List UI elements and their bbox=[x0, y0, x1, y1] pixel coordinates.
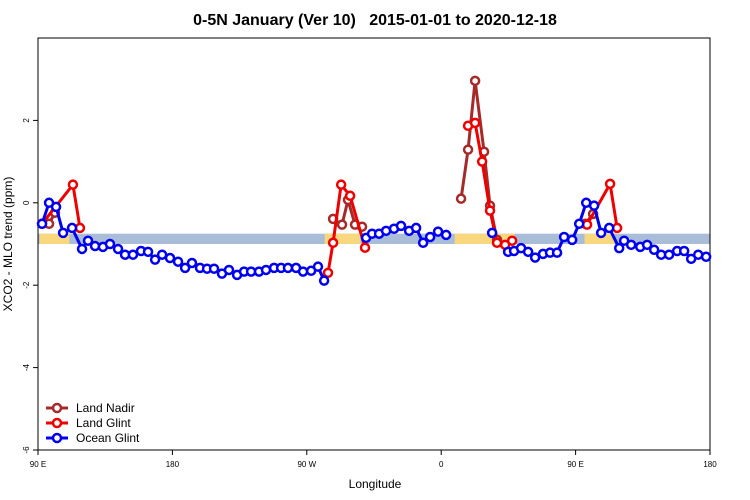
x-tick-label: 90 E bbox=[567, 460, 583, 469]
land-band bbox=[39, 233, 70, 244]
series-point bbox=[573, 218, 585, 230]
series-point bbox=[142, 246, 154, 258]
series-point bbox=[410, 222, 422, 234]
legend-marker bbox=[51, 417, 63, 429]
series-point bbox=[417, 237, 429, 249]
plot-frame bbox=[37, 37, 711, 451]
series-point bbox=[484, 205, 496, 216]
series-point bbox=[595, 227, 607, 239]
y-tick-label: -6 bbox=[22, 446, 31, 454]
x-tick-label: 90 W bbox=[297, 460, 316, 469]
series-point bbox=[344, 190, 356, 202]
series-point bbox=[424, 231, 436, 243]
series-point bbox=[440, 229, 452, 241]
series-point bbox=[522, 246, 534, 258]
series-point bbox=[359, 242, 371, 253]
series-point bbox=[186, 257, 198, 269]
y-tick-label: -2 bbox=[22, 281, 31, 289]
series-point bbox=[57, 227, 69, 239]
x-tick-label: 90 E bbox=[30, 460, 46, 469]
series-point bbox=[208, 263, 220, 274]
series-point bbox=[36, 218, 48, 230]
x-tick-label: 180 bbox=[166, 460, 180, 469]
y-tick-label: 2 bbox=[22, 118, 31, 123]
series-point bbox=[312, 261, 324, 272]
legend-label: Ocean Glint bbox=[76, 431, 140, 445]
series-point bbox=[641, 239, 653, 251]
ocean-band bbox=[38, 233, 710, 244]
chart-title: 0-5N January (Ver 10) 2015-01-01 to 2020… bbox=[193, 12, 557, 29]
series-point bbox=[112, 243, 124, 255]
series-point bbox=[318, 275, 330, 286]
series-point bbox=[336, 219, 348, 230]
series-point bbox=[50, 201, 62, 213]
x-axis-label: Longitude bbox=[349, 477, 402, 491]
series-point bbox=[491, 237, 503, 249]
series-point bbox=[506, 235, 518, 246]
land-band bbox=[324, 233, 361, 244]
series-point bbox=[223, 264, 235, 276]
series-point bbox=[469, 75, 481, 87]
series-point bbox=[700, 251, 712, 263]
series-point bbox=[260, 264, 272, 276]
series-point bbox=[529, 252, 541, 263]
x-tick-label: 0 bbox=[439, 460, 444, 469]
series-point bbox=[663, 249, 675, 260]
series-point bbox=[648, 244, 660, 256]
series-point bbox=[476, 156, 488, 167]
series-point bbox=[297, 266, 309, 277]
series-point bbox=[127, 249, 139, 260]
series-point bbox=[625, 239, 637, 251]
series-point bbox=[172, 256, 184, 267]
series-point bbox=[149, 254, 161, 265]
series-point bbox=[455, 193, 467, 204]
series-point bbox=[604, 178, 616, 190]
land-band bbox=[584, 233, 615, 244]
series-point bbox=[164, 252, 176, 264]
series-point bbox=[395, 220, 407, 232]
land-band bbox=[454, 233, 515, 244]
series-point bbox=[486, 227, 498, 239]
series-point bbox=[179, 262, 191, 274]
series-point bbox=[67, 179, 79, 190]
series-point bbox=[282, 262, 294, 274]
y-axis-label: XCO2 - MLO trend (ppm) bbox=[1, 177, 15, 312]
series-point bbox=[322, 267, 334, 279]
x-tick-label: 180 bbox=[703, 460, 717, 469]
series-point bbox=[432, 226, 444, 237]
series-point bbox=[613, 242, 625, 254]
series-point bbox=[566, 234, 578, 246]
series-point bbox=[678, 245, 690, 257]
legend-label: Land Glint bbox=[76, 416, 131, 430]
series-point bbox=[76, 243, 88, 255]
y-tick-label: 0 bbox=[22, 200, 31, 205]
series-point bbox=[558, 231, 570, 243]
series-point bbox=[603, 222, 615, 234]
series-point bbox=[551, 247, 563, 258]
y-tick-label: -4 bbox=[22, 363, 31, 371]
series-point bbox=[335, 179, 347, 190]
series-point bbox=[462, 144, 474, 155]
legend-label: Land Nadir bbox=[76, 401, 135, 415]
series-point bbox=[82, 235, 94, 246]
series-point bbox=[327, 237, 339, 249]
series-point bbox=[104, 238, 116, 250]
legend-marker bbox=[51, 402, 63, 414]
series-point bbox=[66, 222, 78, 234]
series-line bbox=[47, 80, 595, 241]
legend-marker bbox=[51, 432, 63, 444]
series-point bbox=[588, 200, 600, 211]
series-point bbox=[469, 117, 481, 129]
